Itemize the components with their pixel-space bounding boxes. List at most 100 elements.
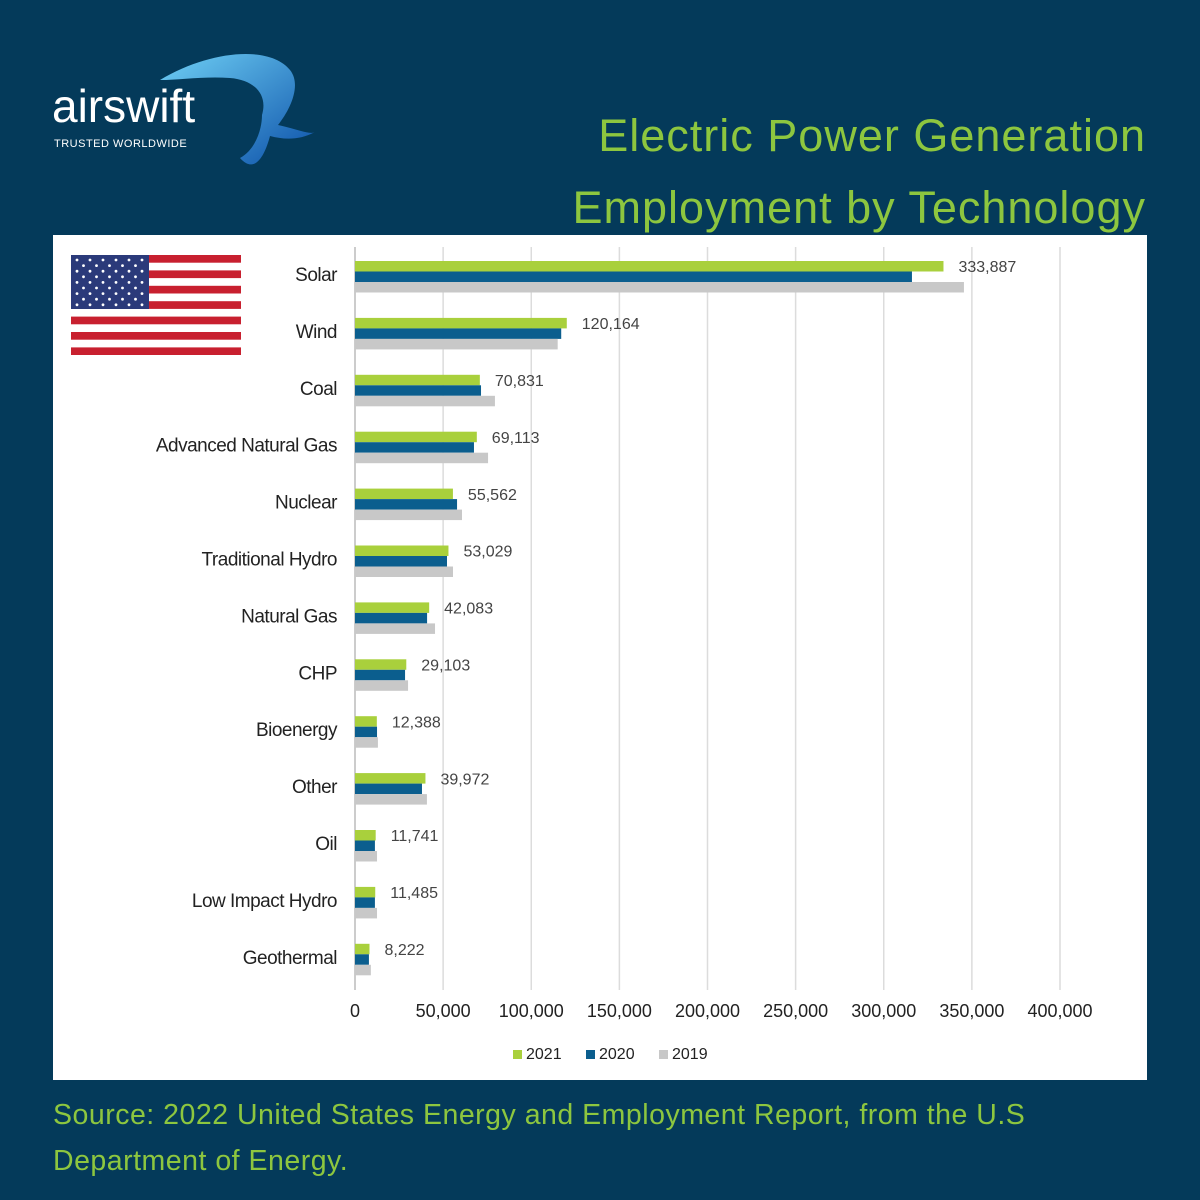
y-tick-label: Oil <box>315 834 337 855</box>
flag-star <box>108 264 111 267</box>
flag-star <box>140 281 144 284</box>
x-tick-label: 0 <box>350 1001 360 1021</box>
flag-star <box>127 269 131 273</box>
flag-star <box>127 292 131 295</box>
flag-star <box>75 303 79 307</box>
bar <box>355 442 474 453</box>
y-tick-label: Nuclear <box>275 493 338 514</box>
bar <box>355 737 378 748</box>
bar <box>355 602 430 613</box>
bar <box>355 612 428 624</box>
y-tick-label: Coal <box>300 379 337 400</box>
bar <box>355 282 964 293</box>
flag-star <box>88 269 92 273</box>
bar <box>355 886 376 898</box>
flag-star <box>95 286 98 290</box>
flag-star <box>82 297 85 301</box>
y-tick-label: Natural Gas <box>241 606 337 627</box>
y-tick-label: Advanced Natural Gas <box>156 436 337 457</box>
y-tick-label: Bioenergy <box>256 720 338 741</box>
flag-star <box>127 281 131 284</box>
bar <box>355 499 458 510</box>
legend-label: 2020 <box>599 1046 635 1063</box>
value-label: 69,113 <box>492 430 540 447</box>
bar <box>355 338 558 350</box>
legend-label: 2021 <box>526 1046 562 1063</box>
bar <box>355 452 489 464</box>
logo-tagline: TRUSTED WORLDWIDE <box>54 138 187 150</box>
chart-title: Electric Power Generation Employment by … <box>572 110 1146 233</box>
x-tick-label: 100,000 <box>499 1001 564 1021</box>
flag-star <box>75 269 79 273</box>
bar <box>355 623 436 634</box>
value-label: 11,741 <box>391 828 439 845</box>
bar <box>355 840 375 851</box>
y-tick-label: CHP <box>298 663 337 684</box>
x-tick-label: 400,000 <box>1027 1001 1092 1021</box>
bar <box>355 943 370 955</box>
y-tick-label: Traditional Hydro <box>202 550 337 571</box>
x-tick-label: 150,000 <box>587 1001 652 1021</box>
value-label: 120,164 <box>582 316 640 333</box>
y-tick-label: Geothermal <box>243 948 337 969</box>
y-tick-label: Solar <box>295 265 338 286</box>
legend-label: 2019 <box>672 1046 708 1063</box>
bar <box>355 488 453 500</box>
flag <box>71 255 241 355</box>
logo-text: airswift <box>52 80 195 132</box>
flag-star <box>82 286 85 290</box>
bar <box>355 431 477 443</box>
flag-star <box>75 258 79 262</box>
flag-star <box>75 292 79 295</box>
flag-star <box>127 258 131 262</box>
bar <box>355 964 371 976</box>
flag-star <box>75 281 79 284</box>
bar <box>355 317 567 329</box>
flag-star <box>108 275 111 279</box>
bar <box>355 783 422 795</box>
bar <box>355 556 448 567</box>
bar <box>355 669 406 681</box>
flag-star <box>101 303 105 307</box>
flag-star <box>140 269 144 273</box>
flag-star <box>134 264 137 267</box>
chart: 0 50,000 100,000 150,000 200,000 250,000 300,0… <box>53 235 1147 1080</box>
flag-star <box>108 286 111 290</box>
bar <box>355 680 409 691</box>
flag-star <box>134 275 137 279</box>
bar <box>355 545 449 556</box>
y-tick-label: Wind <box>296 322 337 343</box>
value-label: 29,103 <box>421 658 470 675</box>
bar <box>355 716 377 727</box>
flag-star <box>140 292 144 295</box>
value-label: 55,562 <box>468 487 517 504</box>
flag-star <box>121 297 124 301</box>
flag-star <box>114 258 118 262</box>
y-tick-label: Other <box>292 777 338 798</box>
flag-star <box>95 264 98 267</box>
bar <box>355 773 426 784</box>
x-tick-label: 50,000 <box>416 1001 471 1021</box>
flag-star <box>88 303 92 307</box>
value-label: 70,831 <box>495 373 544 390</box>
y-tick-label: Low Impact Hydro <box>192 891 337 912</box>
value-label: 39,972 <box>440 771 489 788</box>
chart-panel <box>53 235 1147 1080</box>
value-label: 12,388 <box>392 714 441 731</box>
flag-star <box>114 292 118 295</box>
flag-star <box>121 264 124 267</box>
bar <box>355 897 375 908</box>
bar <box>355 830 376 841</box>
value-label: 8,222 <box>384 942 424 959</box>
legend-swatch <box>513 1050 522 1059</box>
flag-star <box>134 286 137 290</box>
bar <box>355 659 407 670</box>
flag-star <box>140 258 144 262</box>
bar <box>355 261 944 272</box>
bar <box>355 328 562 339</box>
flag-star <box>121 275 124 279</box>
bar <box>355 395 495 407</box>
value-label: 333,887 <box>958 259 1016 276</box>
value-label: 53,029 <box>463 544 512 561</box>
